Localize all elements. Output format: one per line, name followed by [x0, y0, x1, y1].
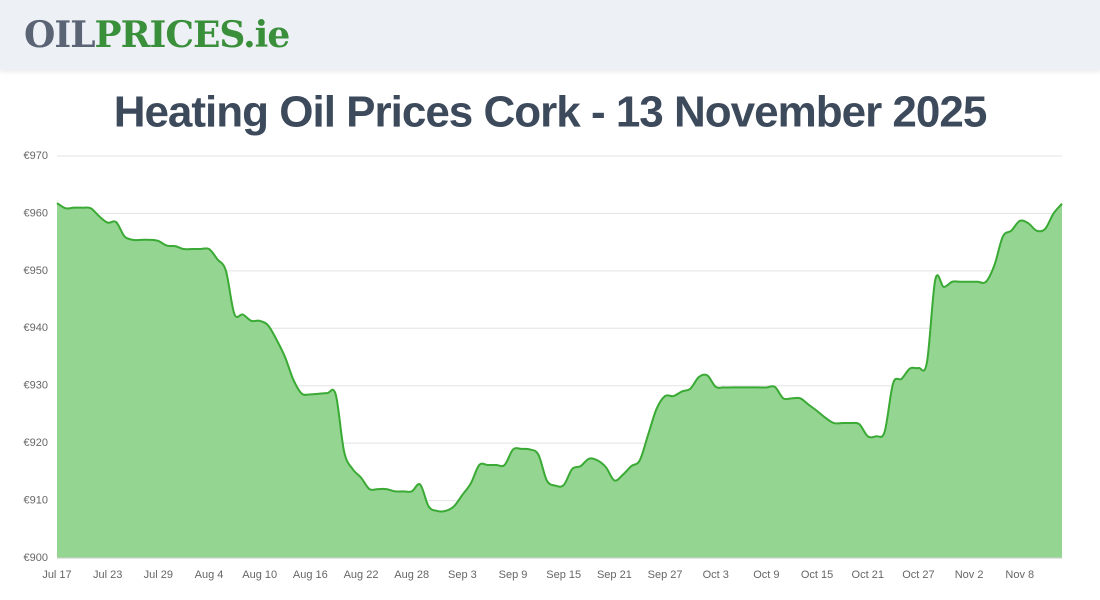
x-tick-label: Sep 27: [648, 569, 683, 581]
x-tick-label: Nov 2: [955, 569, 984, 581]
x-tick-label: Aug 22: [344, 569, 379, 581]
y-tick-label: €940: [24, 322, 48, 334]
logo-part: PRICES.ie: [95, 14, 290, 56]
y-tick-label: €920: [24, 437, 48, 449]
x-tick-label: Aug 16: [293, 569, 328, 581]
y-tick-label: €910: [24, 494, 48, 506]
x-tick-label: Oct 15: [801, 569, 833, 581]
y-tick-label: €970: [24, 150, 48, 162]
x-tick-label: Jul 29: [144, 569, 173, 581]
x-tick-label: Oct 27: [902, 569, 934, 581]
x-tick-label: Nov 8: [1005, 569, 1034, 581]
y-tick-label: €950: [24, 265, 48, 277]
y-tick-label: €900: [24, 552, 48, 564]
x-tick-label: Jul 17: [42, 569, 71, 581]
chart-title: Heating Oil Prices Cork - 13 November 20…: [114, 88, 987, 137]
line: [56, 202, 1063, 513]
x-tick-label: Oct 3: [703, 569, 729, 581]
y-tick-label: €960: [24, 207, 48, 219]
x-tick-label: Aug 4: [195, 569, 224, 581]
x-tick-label: Aug 28: [394, 569, 429, 581]
x-tick-label: Aug 10: [242, 569, 277, 581]
x-tick-label: Jul 23: [93, 569, 122, 581]
x-tick-label: Oct 21: [852, 569, 884, 581]
y-tick-label: €930: [24, 380, 48, 392]
x-tick-label: Sep 9: [499, 569, 528, 581]
area-fill: [57, 203, 1062, 558]
x-tick-label: Sep 15: [546, 569, 581, 581]
x-tick-label: Sep 21: [597, 569, 632, 581]
header-bar: [0, 0, 1100, 70]
logo-part: OIL: [24, 14, 95, 56]
x-tick-label: Sep 3: [448, 569, 477, 581]
logo[interactable]: OILPRICES.ie: [24, 14, 290, 56]
x-tick-label: Oct 9: [753, 569, 779, 581]
